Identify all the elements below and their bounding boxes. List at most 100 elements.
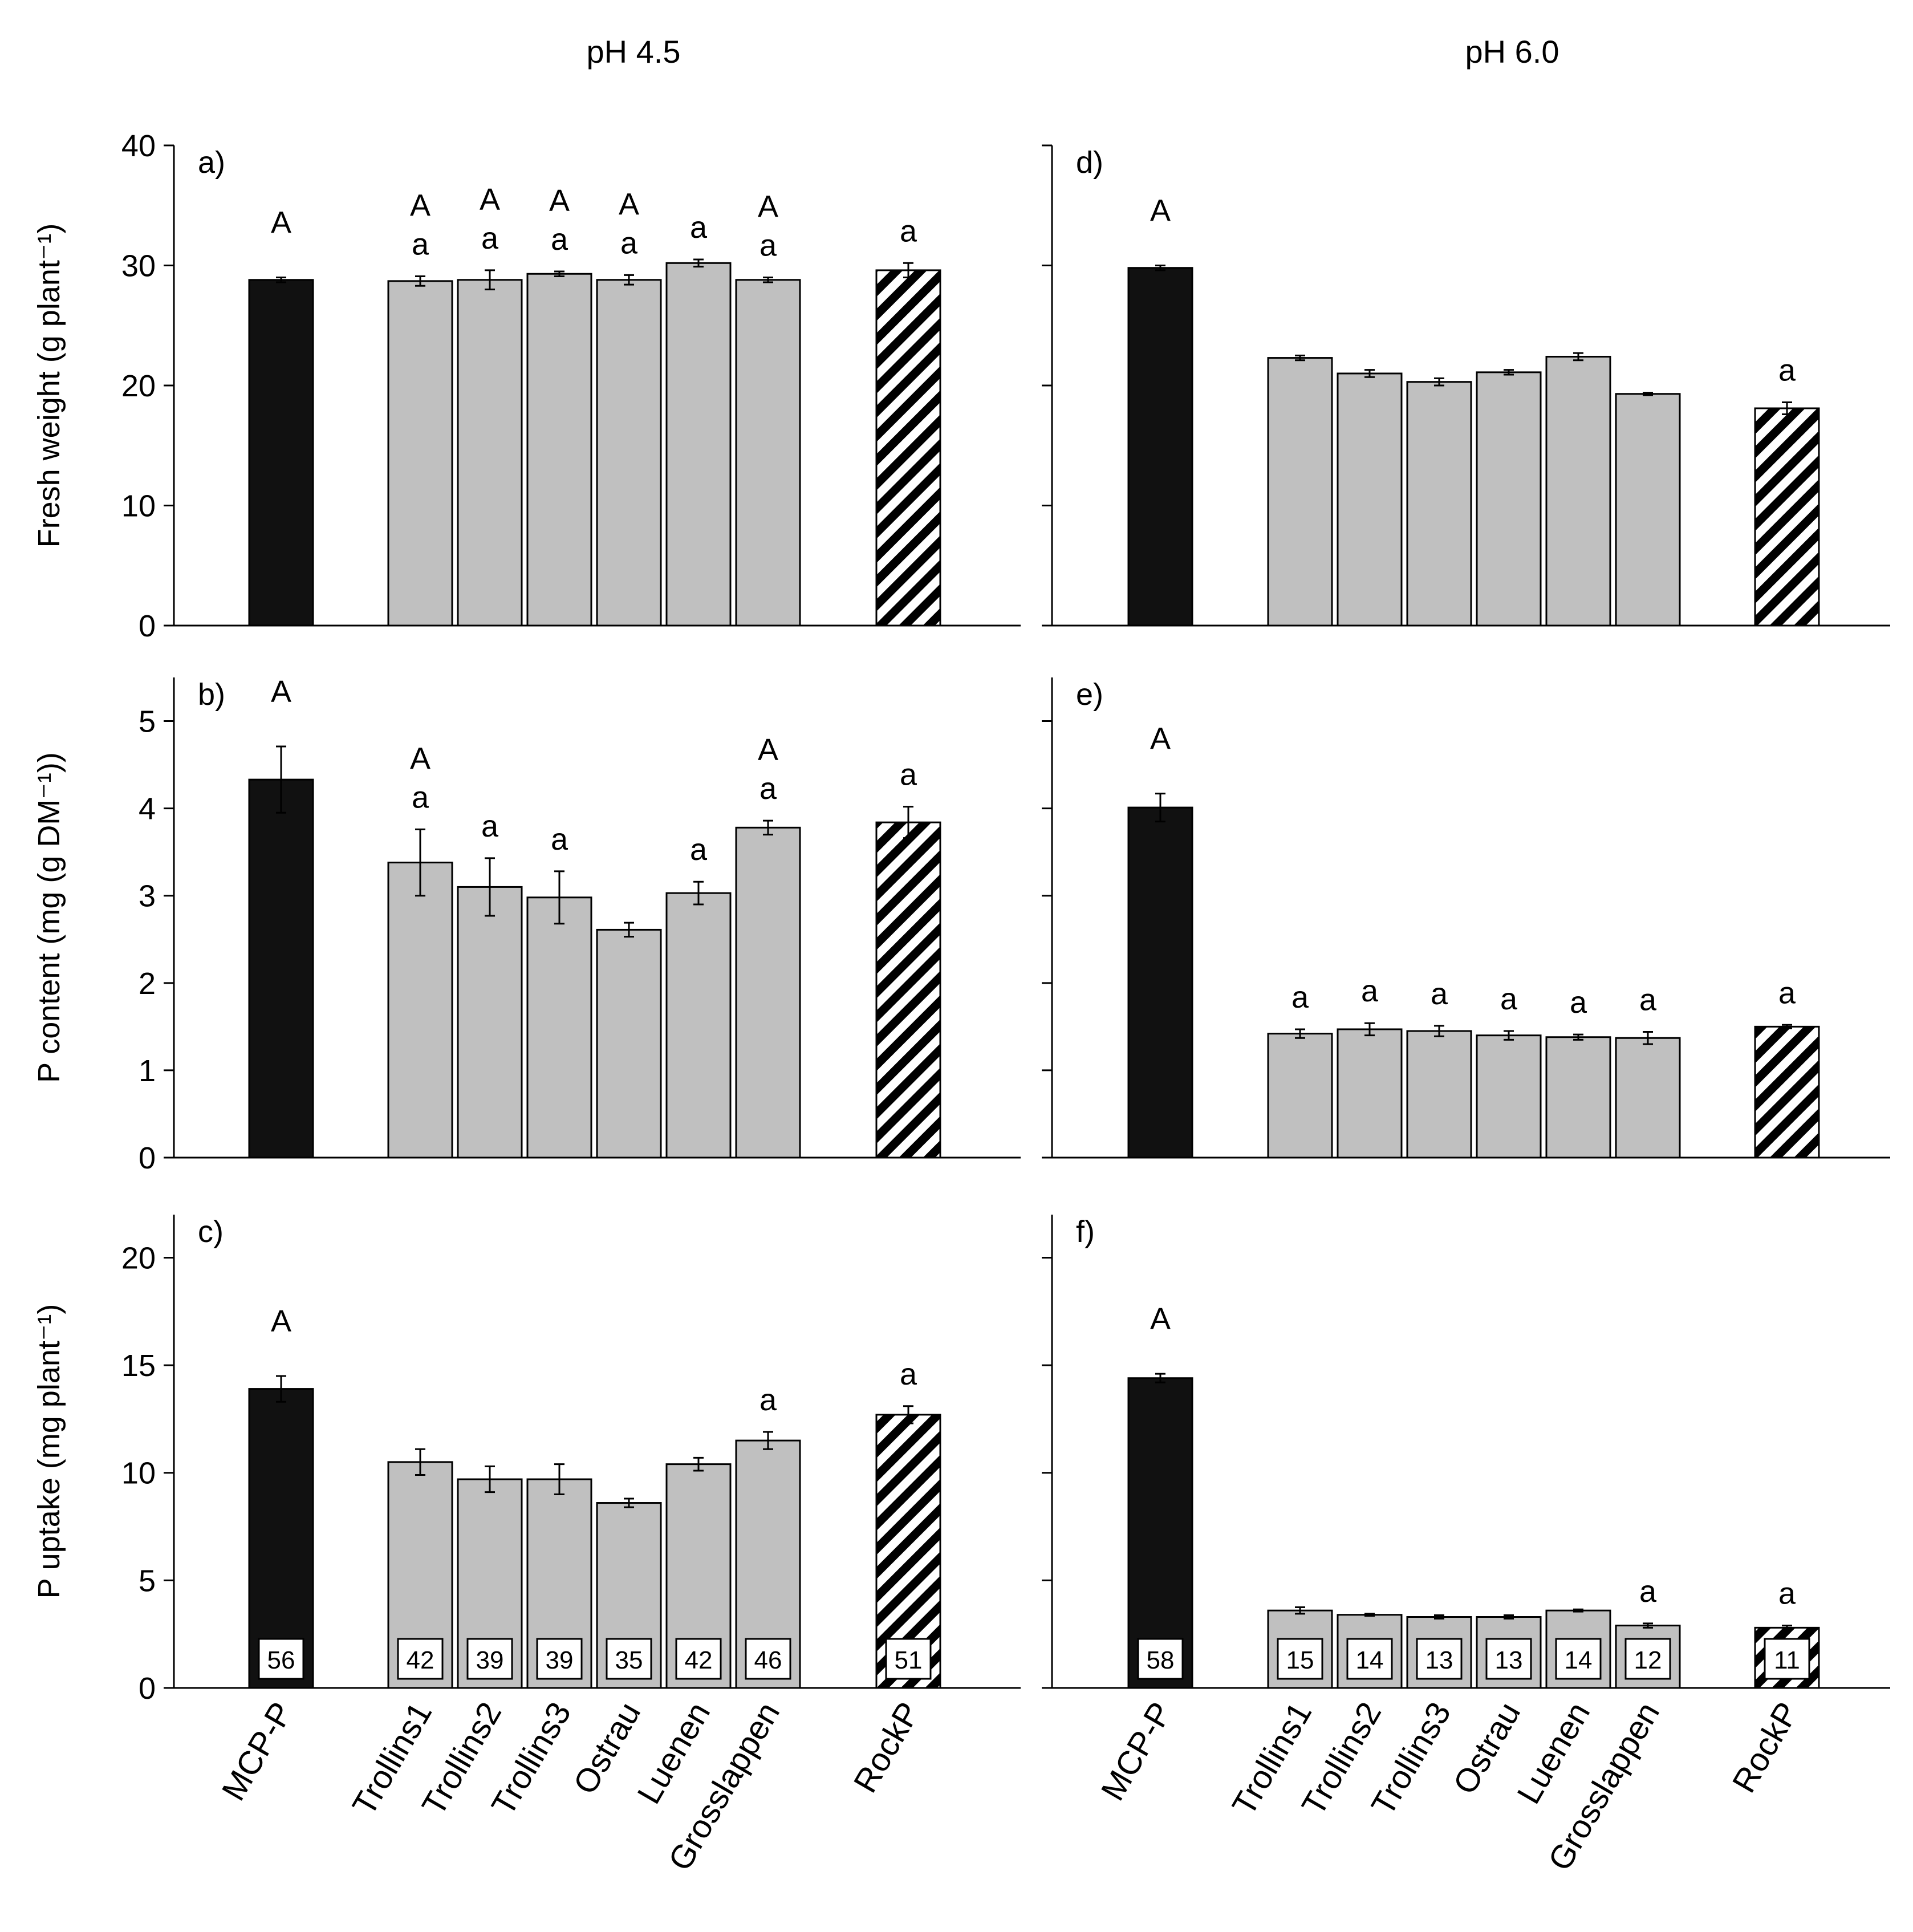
significance-letter-lower: a xyxy=(551,222,568,257)
bar-mcp-p xyxy=(1127,1377,1193,1689)
significance-letter-lower: a xyxy=(1431,977,1448,1011)
significance-letter-lower: a xyxy=(551,822,568,857)
bar-rockp xyxy=(875,269,941,627)
panel-c: 0 5 10 15 20 c) P uptake (mg plant⁻¹) A 56 42 39 39… xyxy=(32,1215,1021,1706)
bar-ostrau xyxy=(596,928,662,1159)
significance-letter-lower: a xyxy=(412,780,429,814)
column-title-ph45: pH 4.5 xyxy=(587,34,681,70)
bar-trollins1 xyxy=(387,862,453,1159)
panel-label: f) xyxy=(1076,1215,1095,1249)
relative-value-box xyxy=(1277,1638,1323,1680)
significance-letter-upper: A xyxy=(1150,1302,1171,1336)
y-tick-label: 20 xyxy=(121,369,156,403)
bar-mcp-p xyxy=(248,778,314,1159)
relative-value: 39 xyxy=(476,1646,504,1674)
panel-label: e) xyxy=(1076,677,1103,712)
significance-letter-lower: a xyxy=(690,833,708,867)
significance-letter-lower: a xyxy=(1639,1574,1657,1609)
significance-letter-lower: a xyxy=(1291,980,1309,1014)
bar-ostrau xyxy=(1476,371,1542,627)
significance-letter-upper: A xyxy=(271,675,291,709)
significance-letter-lower: a xyxy=(1778,1577,1796,1611)
panel-d: d) Aa xyxy=(1042,144,1890,627)
significance-letter-upper: A xyxy=(271,1304,291,1338)
relative-value: 11 xyxy=(1774,1646,1800,1674)
y-tick-label: 3 xyxy=(139,879,156,914)
relative-value-box xyxy=(1416,1638,1463,1680)
bar-trollins1 xyxy=(387,280,453,627)
relative-value-box xyxy=(1485,1638,1532,1680)
x-category-labels: MCP-P Trollins1Trollins2Trollins3OstrauLu… xyxy=(215,1696,1806,1877)
significance-letter-upper: A xyxy=(758,733,778,767)
significance-letter-lower: a xyxy=(620,226,638,260)
relative-value-box xyxy=(536,1638,583,1680)
bar-luenen xyxy=(665,892,732,1159)
relative-value: 13 xyxy=(1495,1646,1523,1674)
significance-letter-lower: a xyxy=(1778,353,1796,387)
x-tick-label-mcp-p: MCP-P xyxy=(1094,1696,1180,1807)
y-tick-label: 0 xyxy=(139,1141,156,1175)
bar-grosslappen xyxy=(735,279,801,627)
significance-letter-upper: A xyxy=(1150,194,1171,228)
relative-value-box xyxy=(397,1638,444,1680)
bar-luenen xyxy=(1545,355,1611,627)
y-tick-label: 0 xyxy=(139,1671,156,1706)
x-tick-label-rockp: RockP xyxy=(847,1696,928,1799)
y-tick-label: 15 xyxy=(121,1349,156,1383)
relative-value-box xyxy=(1624,1638,1671,1680)
x-tick-label-rockp: RockP xyxy=(1725,1696,1806,1799)
relative-value: 15 xyxy=(1286,1646,1314,1674)
relative-value: 14 xyxy=(1565,1646,1593,1674)
y-tick-label: 0 xyxy=(139,609,156,643)
significance-letter-lower: a xyxy=(900,758,917,792)
relative-value: 46 xyxy=(754,1646,782,1674)
significance-letter-lower: a xyxy=(412,227,429,261)
relative-value: 14 xyxy=(1356,1646,1384,1674)
y-axis-label: P content (mg (g DM⁻¹)) xyxy=(32,752,66,1083)
relative-value: 56 xyxy=(267,1646,295,1674)
significance-letter-lower: a xyxy=(1570,985,1587,1020)
bar-trollins1 xyxy=(1267,357,1333,627)
relative-value-box xyxy=(675,1638,722,1680)
significance-letter-lower: a xyxy=(1639,983,1657,1017)
significance-letter-upper: A xyxy=(480,182,500,217)
significance-letter-upper: A xyxy=(1150,722,1171,756)
relative-value: 39 xyxy=(546,1646,574,1674)
significance-letter-lower: a xyxy=(1361,974,1379,1008)
y-tick-label: 10 xyxy=(121,489,156,523)
panel-label: c) xyxy=(198,1215,224,1249)
panel-e: e) Aa a a a a a a xyxy=(1042,677,1890,1159)
panel-label: b) xyxy=(198,677,225,712)
bar-grosslappen xyxy=(1615,1037,1681,1159)
relative-value-box xyxy=(745,1638,791,1680)
bar-trollins3 xyxy=(1406,1030,1472,1159)
y-tick-label: 5 xyxy=(139,1564,156,1598)
y-tick-label: 20 xyxy=(121,1241,156,1275)
relative-value: 51 xyxy=(895,1646,923,1674)
y-tick-label: 5 xyxy=(139,705,156,739)
y-tick-label: 10 xyxy=(121,1456,156,1491)
bar-rockp xyxy=(1754,1025,1820,1159)
relative-value-box xyxy=(466,1638,513,1680)
bar-mcp-p xyxy=(1127,267,1193,627)
panel-label: d) xyxy=(1076,145,1103,180)
significance-letter-lower: a xyxy=(1778,976,1796,1010)
bar-mcp-p xyxy=(248,279,314,627)
bar-trollins3 xyxy=(1406,381,1472,627)
significance-letter-lower: a xyxy=(481,809,499,843)
bar-trollins2 xyxy=(457,279,523,627)
bar-ostrau xyxy=(596,279,662,627)
relative-value-box xyxy=(885,1638,932,1680)
relative-value-box xyxy=(258,1638,304,1680)
bar-rockp xyxy=(1754,407,1820,627)
relative-value-box xyxy=(606,1638,652,1680)
significance-letter-lower: a xyxy=(759,772,777,806)
panel-f: f) A 58 15 14 13 13 14 a 12 a 11 xyxy=(1042,1215,1890,1689)
significance-letter-lower: a xyxy=(481,221,499,255)
bar-grosslappen xyxy=(735,826,801,1159)
bar-trollins3 xyxy=(526,896,592,1159)
